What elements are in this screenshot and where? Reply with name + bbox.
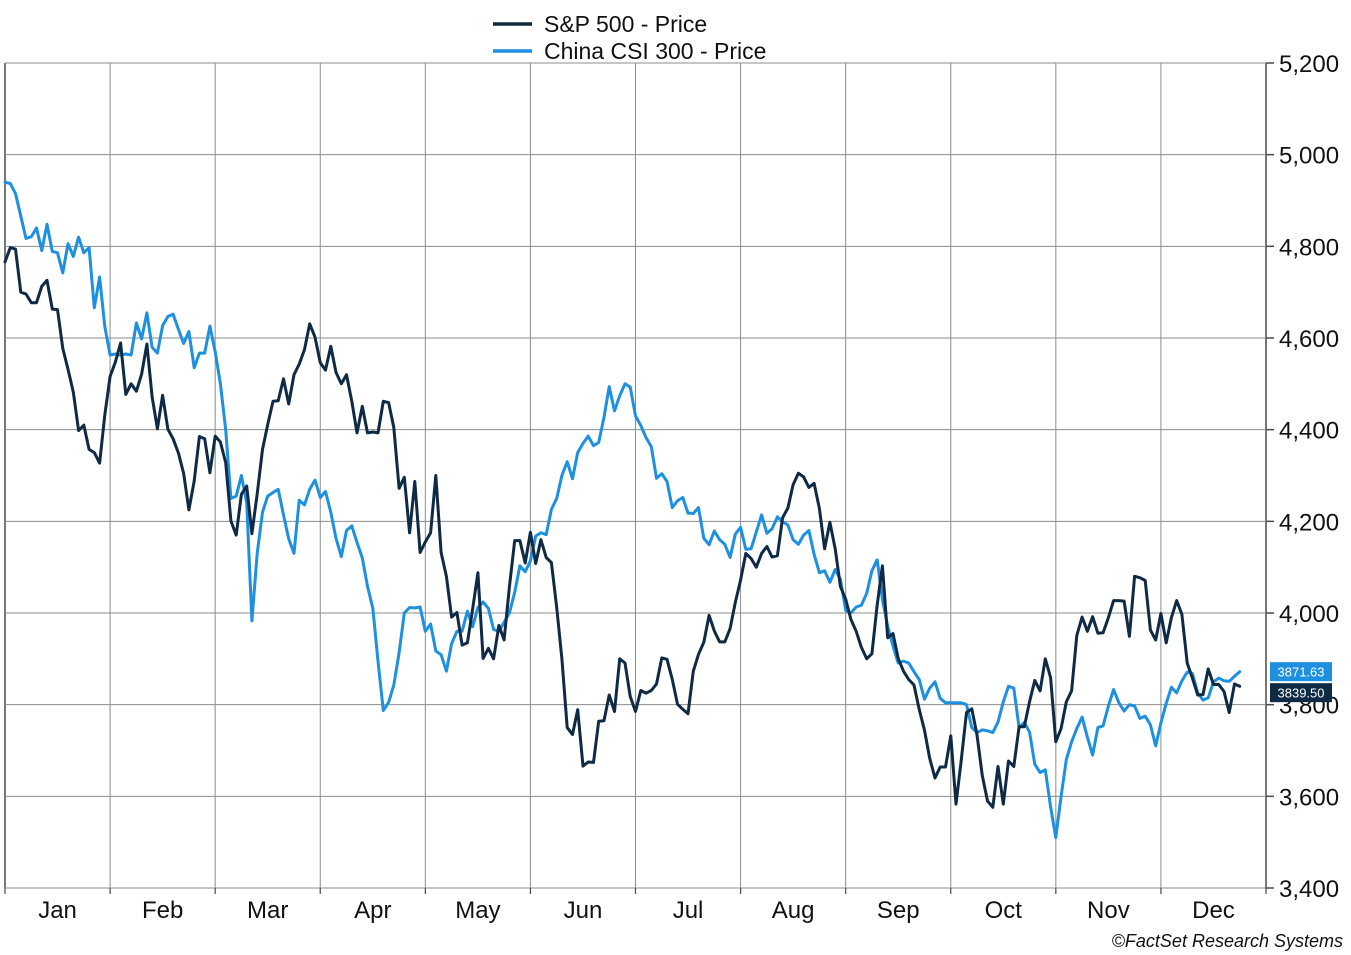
series-line-sp500 [3, 246, 1242, 809]
badge-background [1270, 683, 1332, 703]
series-lines [3, 180, 1242, 840]
last-value-badge-csi300: 3871.63 [1270, 662, 1332, 682]
legend-item-csi300: China CSI 300 - Price [493, 38, 766, 64]
x-tick-label-jul: Jul [673, 897, 704, 924]
legend-item-sp500: S&P 500 - Price [493, 11, 707, 37]
x-tick-label-dec: Dec [1192, 897, 1235, 924]
x-tick-label-nov: Nov [1087, 897, 1130, 924]
y-tick-label: 4,200 [1279, 509, 1339, 536]
x-tick-label-apr: Apr [354, 897, 391, 924]
y-tick-label: 4,600 [1279, 326, 1339, 353]
y-tick-label: 5,000 [1279, 143, 1339, 170]
badge-background [1270, 662, 1332, 682]
x-tick-label-oct: Oct [985, 897, 1023, 924]
series-line-csi300 [3, 180, 1242, 840]
x-tick-label-aug: Aug [772, 897, 815, 924]
badge-value: 3871.63 [1278, 665, 1325, 680]
x-tick-label-feb: Feb [142, 897, 183, 924]
legend-label: China CSI 300 - Price [544, 38, 766, 64]
y-tick-label: 4,000 [1279, 601, 1339, 628]
badge-value: 3839.50 [1278, 686, 1325, 701]
x-tick-label-may: May [455, 897, 500, 924]
y-axis-ticks: 5,2005,0004,8004,6004,4004,2004,0003,800… [1266, 51, 1339, 903]
y-tick-label: 4,800 [1279, 234, 1339, 261]
legend-label: S&P 500 - Price [544, 11, 707, 37]
last-value-labels: 3871.63 3839.50 [1270, 662, 1332, 703]
y-tick-label: 5,200 [1279, 51, 1339, 78]
y-tick-label: 4,400 [1279, 418, 1339, 445]
x-tick-label-mar: Mar [247, 897, 288, 924]
y-tick-label: 3,600 [1279, 784, 1339, 811]
x-tick-label-sep: Sep [877, 897, 920, 924]
credit-text: ©FactSet Research Systems [1112, 931, 1343, 951]
y-tick-label: 3,400 [1279, 876, 1339, 903]
last-value-badge-sp500: 3839.50 [1270, 683, 1332, 703]
x-tick-label-jun: Jun [564, 897, 603, 924]
x-tick-label-jan: Jan [38, 897, 77, 924]
x-axis-ticks: Jan Feb Mar Apr May Jun Jul Aug Sep Oct Nov Dec [4, 888, 1267, 924]
